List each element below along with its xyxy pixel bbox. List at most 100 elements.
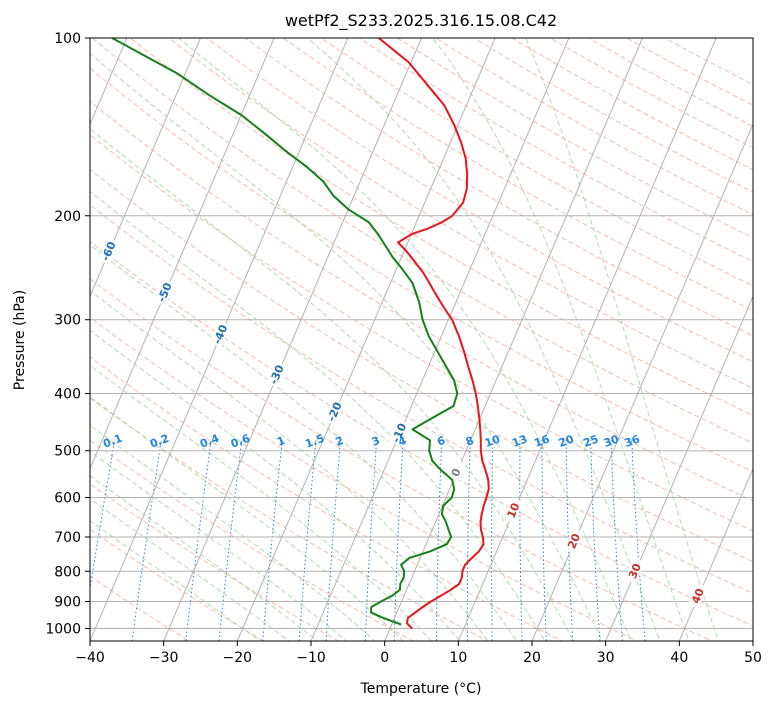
dry-adiabats xyxy=(90,38,753,641)
mixing-ratio-label: 3 xyxy=(370,434,382,449)
isotherm-line xyxy=(90,38,275,470)
y-tick-label: 600 xyxy=(54,490,81,506)
y-tick-label: 500 xyxy=(54,444,81,460)
x-tick-label: −30 xyxy=(149,650,179,666)
mixing-ratio-label: 6 xyxy=(435,434,447,449)
mixing-ratio-label: 10 xyxy=(483,432,502,450)
isotherm-label-group: 30 xyxy=(624,557,645,585)
label-halo xyxy=(563,527,584,555)
moist-adiabat xyxy=(90,520,262,641)
isopleth-labels: -100-90-80-70-60-50-40-30-20-10010203040… xyxy=(98,237,708,610)
moist-adiabat xyxy=(90,475,319,641)
mixing-ratio-lines xyxy=(90,440,646,641)
isotherm-line xyxy=(384,38,644,641)
mixing-ratio-line xyxy=(491,440,494,641)
mixing-ratio-label: 25 xyxy=(581,433,600,450)
isotherm-label-group: 40 xyxy=(687,582,708,610)
dry-adiabat xyxy=(90,439,414,641)
x-tick-label: 50 xyxy=(744,650,762,666)
dewpoint-trace xyxy=(111,38,459,626)
label-halo xyxy=(209,320,231,348)
dry-adiabat xyxy=(90,67,753,473)
label-halo xyxy=(502,497,524,524)
y-axis-ticks: 100 200 300 400 500 600 700 800 900 1000 xyxy=(45,31,90,637)
mixing-ratio-label: 1.5 xyxy=(303,432,326,451)
x-tick-label: −20 xyxy=(223,650,253,666)
mixing-ratio-label: 1 xyxy=(275,434,287,449)
mixing-ratio-label-group: 2 xyxy=(334,434,346,449)
y-tick-label: 700 xyxy=(54,530,81,546)
label-halo xyxy=(624,557,645,585)
mixing-ratio-line xyxy=(393,440,404,641)
x-tick-label: 40 xyxy=(670,650,688,666)
isotherm-line xyxy=(605,295,753,641)
x-tick-label: 10 xyxy=(449,650,467,666)
plot-frame xyxy=(89,37,754,642)
isotherm-label: 20 xyxy=(565,531,583,551)
mixing-ratio-label-group: 8 xyxy=(464,434,476,449)
label-halo xyxy=(324,398,345,426)
mixing-ratio-line xyxy=(590,440,601,641)
mixing-ratio-label: 4 xyxy=(397,434,409,449)
mixing-ratio-line xyxy=(298,440,317,641)
isotherm-label: 10 xyxy=(505,501,523,521)
mixing-ratio-label-group: 0.2 xyxy=(148,432,171,451)
mixing-ratio-label-group: 0.1 xyxy=(101,432,124,451)
y-tick-label: 1000 xyxy=(45,621,81,637)
dry-adiabat xyxy=(90,316,639,641)
plot-area: -100-90-80-70-60-50-40-30-20-10010203040… xyxy=(90,38,753,641)
dry-adiabat xyxy=(91,38,753,444)
sounding-traces xyxy=(111,38,490,630)
isotherm-label: 40 xyxy=(689,586,707,606)
x-tick-label: 0 xyxy=(380,650,389,666)
moist-adiabat xyxy=(307,38,661,641)
dry-adiabat xyxy=(90,483,340,641)
mixing-ratio-label-group: 1 xyxy=(275,434,287,449)
mixing-ratio-label: 0.1 xyxy=(101,432,124,451)
mixing-ratio-line xyxy=(90,440,116,593)
mixing-ratio-label: 30 xyxy=(602,432,621,450)
isotherm-line xyxy=(163,38,423,641)
y-tick-label: 900 xyxy=(54,594,81,610)
chart-title: wetPf2_S233.2025.316.15.08.C42 xyxy=(285,11,557,31)
mixing-ratio-label: 8 xyxy=(464,434,476,449)
temperature-trace xyxy=(378,38,490,630)
mixing-ratio-line xyxy=(325,440,342,641)
isotherm-label-group: 20 xyxy=(563,527,584,555)
isotherm-line xyxy=(310,38,570,641)
mixing-ratio-label-group: 13 xyxy=(510,433,529,450)
mixing-ratio-label-group: 0.4 xyxy=(198,432,221,451)
x-tick-label: −10 xyxy=(296,650,326,666)
mixing-ratio-label-group: 3 xyxy=(370,434,382,449)
dry-adiabat xyxy=(90,356,564,641)
isotherm-line xyxy=(678,467,753,641)
mixing-ratio-label: 2 xyxy=(334,434,346,449)
mixing-ratio-line xyxy=(262,440,283,641)
mixing-ratio-label: 0.2 xyxy=(148,432,171,451)
isotherm-line xyxy=(90,38,202,298)
mixing-ratio-label-group: 10 xyxy=(483,432,502,450)
mixing-ratio-label-group: 25 xyxy=(581,433,600,450)
mixing-ratio-label-group: 30 xyxy=(602,432,621,450)
dry-adiabat xyxy=(90,100,753,502)
y-tick-label: 300 xyxy=(54,313,81,329)
dry-adiabat xyxy=(90,240,753,627)
dry-adiabat xyxy=(90,134,753,532)
isotherm-label: 30 xyxy=(626,561,644,581)
dry-adiabat xyxy=(129,38,753,416)
y-tick-label: 800 xyxy=(54,564,81,580)
mixing-ratio-label: 20 xyxy=(557,432,576,450)
mixing-ratio-label: 36 xyxy=(623,432,642,450)
dry-adiabat xyxy=(90,278,713,641)
isotherm-line xyxy=(457,38,717,641)
mixing-ratio-label: 0.6 xyxy=(229,432,252,451)
y-axis-label: Pressure (hPa) xyxy=(12,290,28,390)
mixing-ratio-label-group: 36 xyxy=(623,432,642,450)
mixing-ratio-line xyxy=(541,440,547,641)
mixing-ratio-label-group: 6 xyxy=(435,434,447,449)
label-halo xyxy=(154,278,175,306)
mixing-ratio-line xyxy=(218,440,243,641)
mixing-ratio-label-group: 20 xyxy=(557,432,576,450)
moist-adiabat xyxy=(90,52,603,641)
